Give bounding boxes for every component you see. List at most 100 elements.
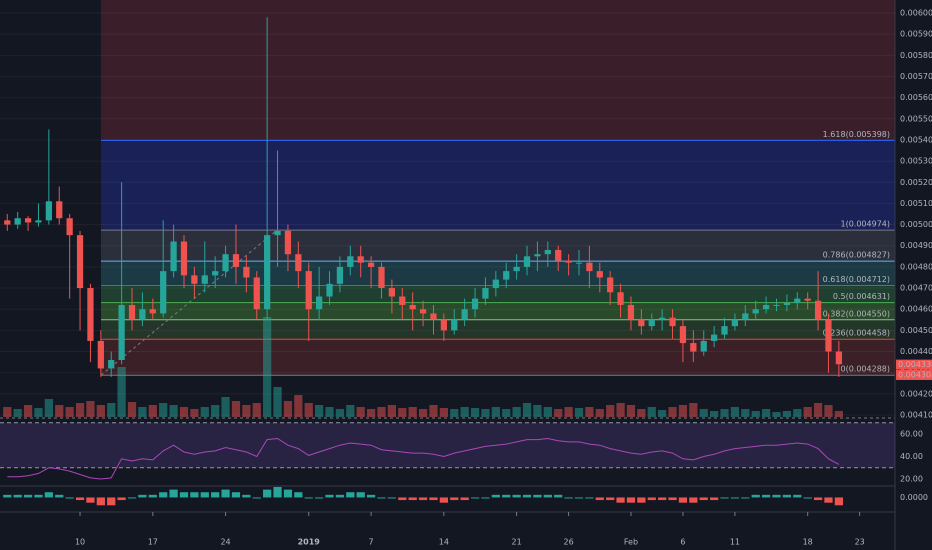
y-tick-label: 0.00440	[900, 347, 932, 356]
volume-bar	[626, 405, 636, 417]
volume-bar	[637, 409, 646, 417]
macd-bar	[761, 494, 771, 498]
candle-body	[523, 256, 531, 267]
candle-body	[659, 317, 666, 320]
y-tick-label: 0.00460	[900, 305, 932, 314]
volume-bar	[211, 405, 220, 417]
macd-bar	[803, 497, 812, 499]
candle-body	[627, 304, 635, 320]
volume-bar	[689, 403, 698, 417]
fib-band	[101, 339, 895, 376]
volume-bar	[221, 397, 230, 417]
volume-bar	[418, 409, 428, 417]
macd-bar	[647, 497, 656, 501]
fib-label: 0.236(0.004458)	[823, 329, 890, 338]
macd-bar	[834, 497, 843, 506]
volume-bar	[595, 409, 604, 417]
candle-body	[482, 288, 489, 299]
candle-body	[264, 235, 271, 310]
y-tick-label: 0.00420	[900, 389, 932, 398]
volume-bar	[616, 403, 625, 417]
candle-body	[669, 317, 676, 327]
volume-bar	[554, 409, 563, 417]
macd-bar	[626, 497, 636, 503]
candle-body	[160, 271, 167, 314]
macd-bar	[179, 492, 189, 498]
candle-body	[4, 220, 11, 225]
candle-body	[56, 201, 63, 219]
volume-bar	[408, 407, 417, 417]
y-tick-label: 0.00520	[900, 178, 932, 187]
volume-bar	[439, 408, 448, 417]
x-tick-label: 18	[803, 538, 813, 547]
macd-bar	[335, 494, 345, 498]
candle-body	[97, 340, 104, 369]
macd-bar	[678, 497, 688, 503]
volume-bar	[55, 405, 64, 417]
macd-bar	[554, 494, 563, 498]
macd-bar	[439, 497, 448, 503]
macd-bar	[96, 497, 105, 506]
macd-bar	[720, 497, 729, 499]
volume-bar	[793, 409, 802, 417]
volume-bar	[23, 405, 33, 417]
x-tick-label: Feb	[624, 538, 638, 547]
x-tick-label: 7	[369, 538, 374, 547]
fib-label: 0.382(0.004550)	[823, 309, 890, 318]
macd-bar	[211, 492, 220, 498]
candle-body	[399, 296, 406, 305]
volume-bar	[325, 407, 334, 417]
volume-bar	[304, 403, 313, 417]
y-tick-label: 0.00580	[900, 51, 932, 60]
macd-bar	[55, 494, 64, 498]
candle-body	[66, 218, 73, 236]
candle-body	[316, 296, 323, 310]
candle-body	[794, 298, 801, 303]
macd-bar	[231, 492, 241, 498]
volume-bar	[834, 411, 843, 417]
y-tick-label: 0.00500	[900, 220, 932, 229]
y-tick-label: 0.00450	[900, 326, 932, 335]
volume-bar	[543, 407, 552, 417]
macd-bar	[658, 497, 667, 501]
candle-body	[690, 343, 697, 352]
candle-body	[555, 249, 562, 261]
volume-bar	[263, 317, 272, 417]
volume-bar	[741, 409, 750, 417]
candle-body	[378, 266, 385, 289]
macd-bar	[127, 497, 137, 499]
volume-bar	[13, 409, 22, 417]
x-tick-label: 24	[220, 538, 230, 547]
candle-body	[534, 254, 541, 257]
candle-body	[222, 254, 229, 272]
candle-body	[731, 319, 739, 327]
volume-bar	[387, 405, 397, 417]
macd-bar	[200, 492, 209, 498]
macd-bar	[148, 494, 157, 498]
macd-bar	[824, 497, 833, 503]
price-label: 0.004338	[898, 360, 932, 369]
y-tick-label: 0.00410	[900, 410, 932, 419]
candle-body	[825, 319, 832, 352]
price-label-box	[896, 369, 932, 380]
candle-body	[700, 340, 707, 352]
macd-bar	[689, 497, 698, 503]
candle-body	[721, 326, 728, 335]
candle-body	[253, 277, 260, 310]
macd-bar	[668, 497, 677, 501]
price-label: 0.004308	[898, 370, 932, 379]
volume-bar	[429, 405, 438, 417]
volume-bar	[813, 403, 823, 417]
volume-bar	[294, 395, 303, 417]
candle-body	[243, 266, 250, 278]
candle-body	[679, 326, 687, 344]
y-tick-label: 0.00540	[900, 135, 932, 144]
macd-bar	[325, 494, 334, 498]
macd-bar	[44, 492, 53, 498]
x-tick-label: 26	[564, 538, 574, 547]
macd-bar	[637, 497, 646, 503]
macd-bar	[221, 489, 230, 498]
candle-body	[305, 271, 312, 310]
volume-bar	[450, 409, 459, 417]
candle-body	[711, 334, 718, 341]
